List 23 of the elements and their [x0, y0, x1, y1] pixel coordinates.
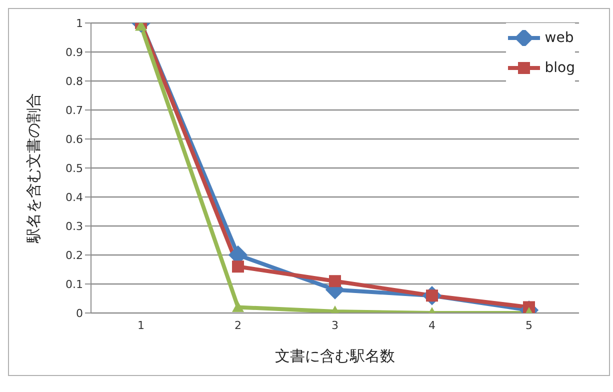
y-tick-label: 0.7: [66, 104, 83, 117]
x-axis-title: 文書に含む駅名数: [275, 347, 395, 365]
x-tick-label: 5: [526, 318, 532, 332]
y-tick-label: 0.9: [66, 46, 83, 59]
x-tick-label: 1: [138, 318, 144, 332]
y-tick-label: 1: [76, 16, 83, 30]
y-tick-label: 0.2: [66, 248, 83, 262]
legend-label: blog: [544, 60, 575, 76]
point: [232, 260, 244, 273]
x-tick-label: 4: [428, 318, 436, 332]
y-tick-label: 0.8: [66, 74, 83, 88]
legend-label: web: [544, 30, 574, 46]
y-tick-label: 0.5: [66, 162, 83, 175]
x-tick-label: 2: [234, 318, 242, 332]
y-tick-label: 0.6: [66, 132, 83, 146]
point: [232, 301, 244, 312]
point: [329, 275, 341, 288]
y-tick-label: 0: [76, 306, 83, 320]
x-tick-label: 3: [332, 318, 338, 332]
y-tick-label: 0.4: [66, 190, 83, 204]
y-tick-label: 0.3: [66, 220, 83, 233]
y-axis-title: 駅名を含む文書の割合: [24, 93, 42, 244]
y-tick-label: 0.1: [66, 278, 83, 291]
